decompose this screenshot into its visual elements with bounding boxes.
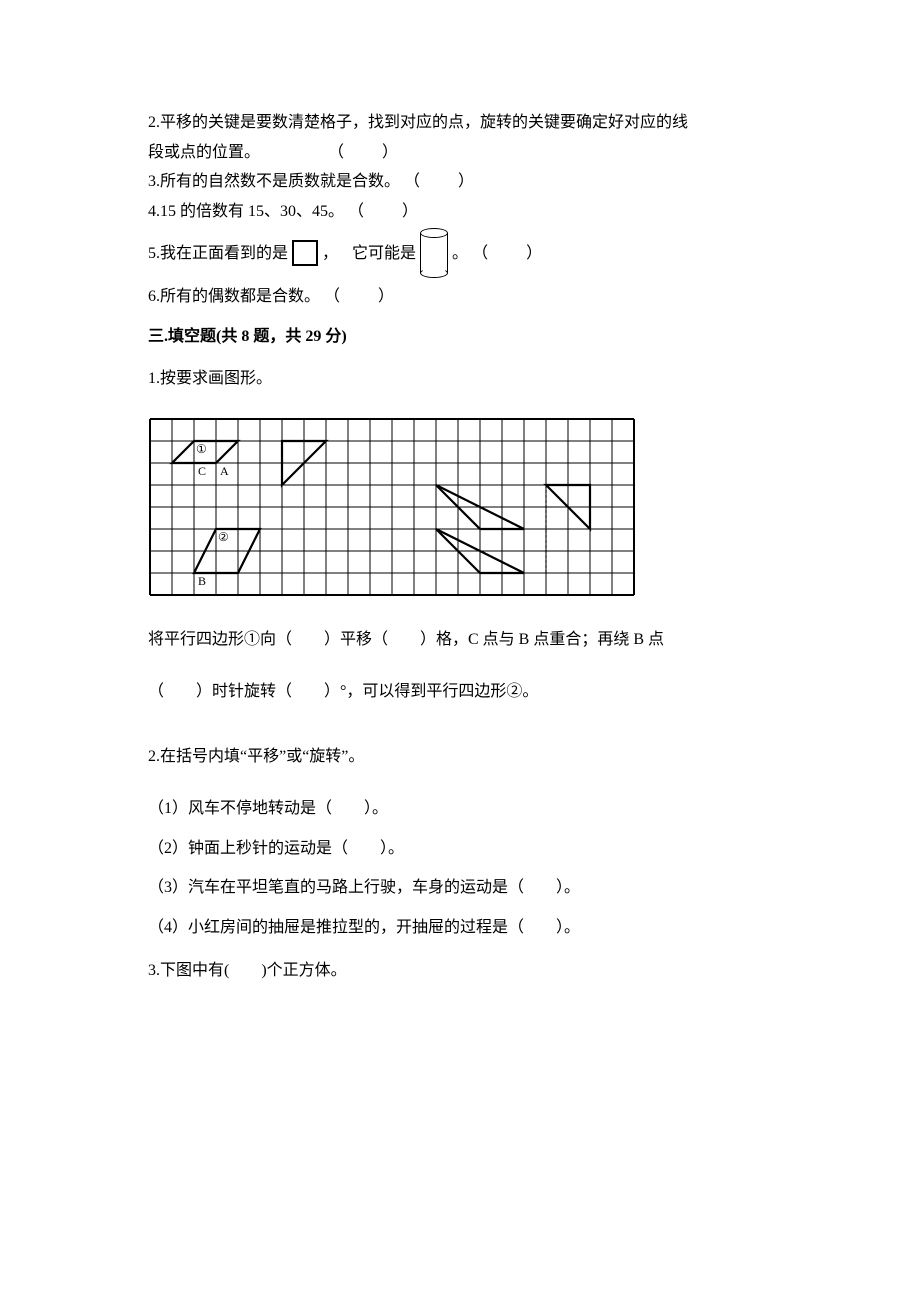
- svg-text:A: A: [220, 464, 229, 478]
- square-icon: [292, 240, 318, 266]
- q2-text-a: 2.平移的关键是要数清楚格子，找到对应的点，旋转的关键要确定好对应的线: [148, 114, 688, 131]
- fill-q2-s3: （3）汽车在平坦笔直的马路上行驶，车身的运动是（ ）。: [148, 875, 780, 901]
- fill-q3-title: 3.下图中有( )个正方体。: [148, 958, 780, 984]
- fill-q2-s1: （1）风车不停地转动是（ ）。: [148, 796, 780, 822]
- fill-q1-title: 1.按要求画图形。: [148, 366, 780, 392]
- section-3-title: 三.填空题(共 8 题，共 29 分): [148, 324, 780, 350]
- q5-paren[interactable]: （ ）: [472, 241, 544, 267]
- page: 2.平移的关键是要数清楚格子，找到对应的点，旋转的关键要确定好对应的线 段或点的…: [0, 0, 920, 1302]
- q5-comma: ，: [322, 241, 338, 267]
- q3-paren[interactable]: （ ）: [404, 173, 476, 190]
- judgment-q5: 5.我在正面看到的是 ， 它可能是 。 （ ）: [148, 228, 780, 278]
- q6-text: 6.所有的偶数都是合数。: [148, 288, 320, 305]
- judgment-q6: 6.所有的偶数都是合数。 （ ）: [148, 284, 780, 310]
- cylinder-icon: [420, 228, 448, 278]
- fill-q2-s2: （2）钟面上秒针的运动是（ ）。: [148, 836, 780, 862]
- judgment-q2-line1: 2.平移的关键是要数清楚格子，找到对应的点，旋转的关键要确定好对应的线: [148, 110, 780, 136]
- q5-lead: 5.我在正面看到的是: [148, 241, 288, 267]
- svg-text:②: ②: [218, 530, 229, 544]
- q2-paren[interactable]: （ ）: [328, 144, 400, 161]
- svg-text:C: C: [198, 464, 206, 478]
- judgment-q2-line2: 段或点的位置。 （ ）: [148, 140, 780, 166]
- judgment-q4: 4.15 的倍数有 15、30、45。 （ ）: [148, 199, 780, 225]
- q5-period: 。: [452, 241, 468, 267]
- q3-text: 3.所有的自然数不是质数就是合数。: [148, 173, 400, 190]
- judgment-q3: 3.所有的自然数不是质数就是合数。 （ ）: [148, 169, 780, 195]
- q6-paren[interactable]: （ ）: [324, 288, 396, 305]
- q4-paren[interactable]: （ ）: [348, 203, 420, 220]
- fill-q1-line1: 将平行四边形①向（ ）平移（ ）格，C 点与 B 点重合；再绕 B 点: [148, 627, 780, 653]
- svg-text:①: ①: [196, 442, 207, 456]
- q4-text: 4.15 的倍数有 15、30、45。: [148, 203, 344, 220]
- q5-mid: 它可能是: [352, 241, 416, 267]
- fill-q2-s4: （4）小红房间的抽屉是推拉型的，开抽屉的过程是（ ）。: [148, 915, 780, 941]
- grid-figure: ① ② AC B: [148, 417, 780, 597]
- fill-q1-line2: （ ）时针旋转（ ）°，可以得到平行四边形②。: [148, 679, 780, 705]
- q2-text-b: 段或点的位置。: [148, 144, 260, 161]
- fill-q2-title: 2.在括号内填“平移”或“旋转”。: [148, 744, 780, 770]
- grid-svg: ① ② AC B: [148, 417, 636, 597]
- svg-text:B: B: [198, 574, 206, 588]
